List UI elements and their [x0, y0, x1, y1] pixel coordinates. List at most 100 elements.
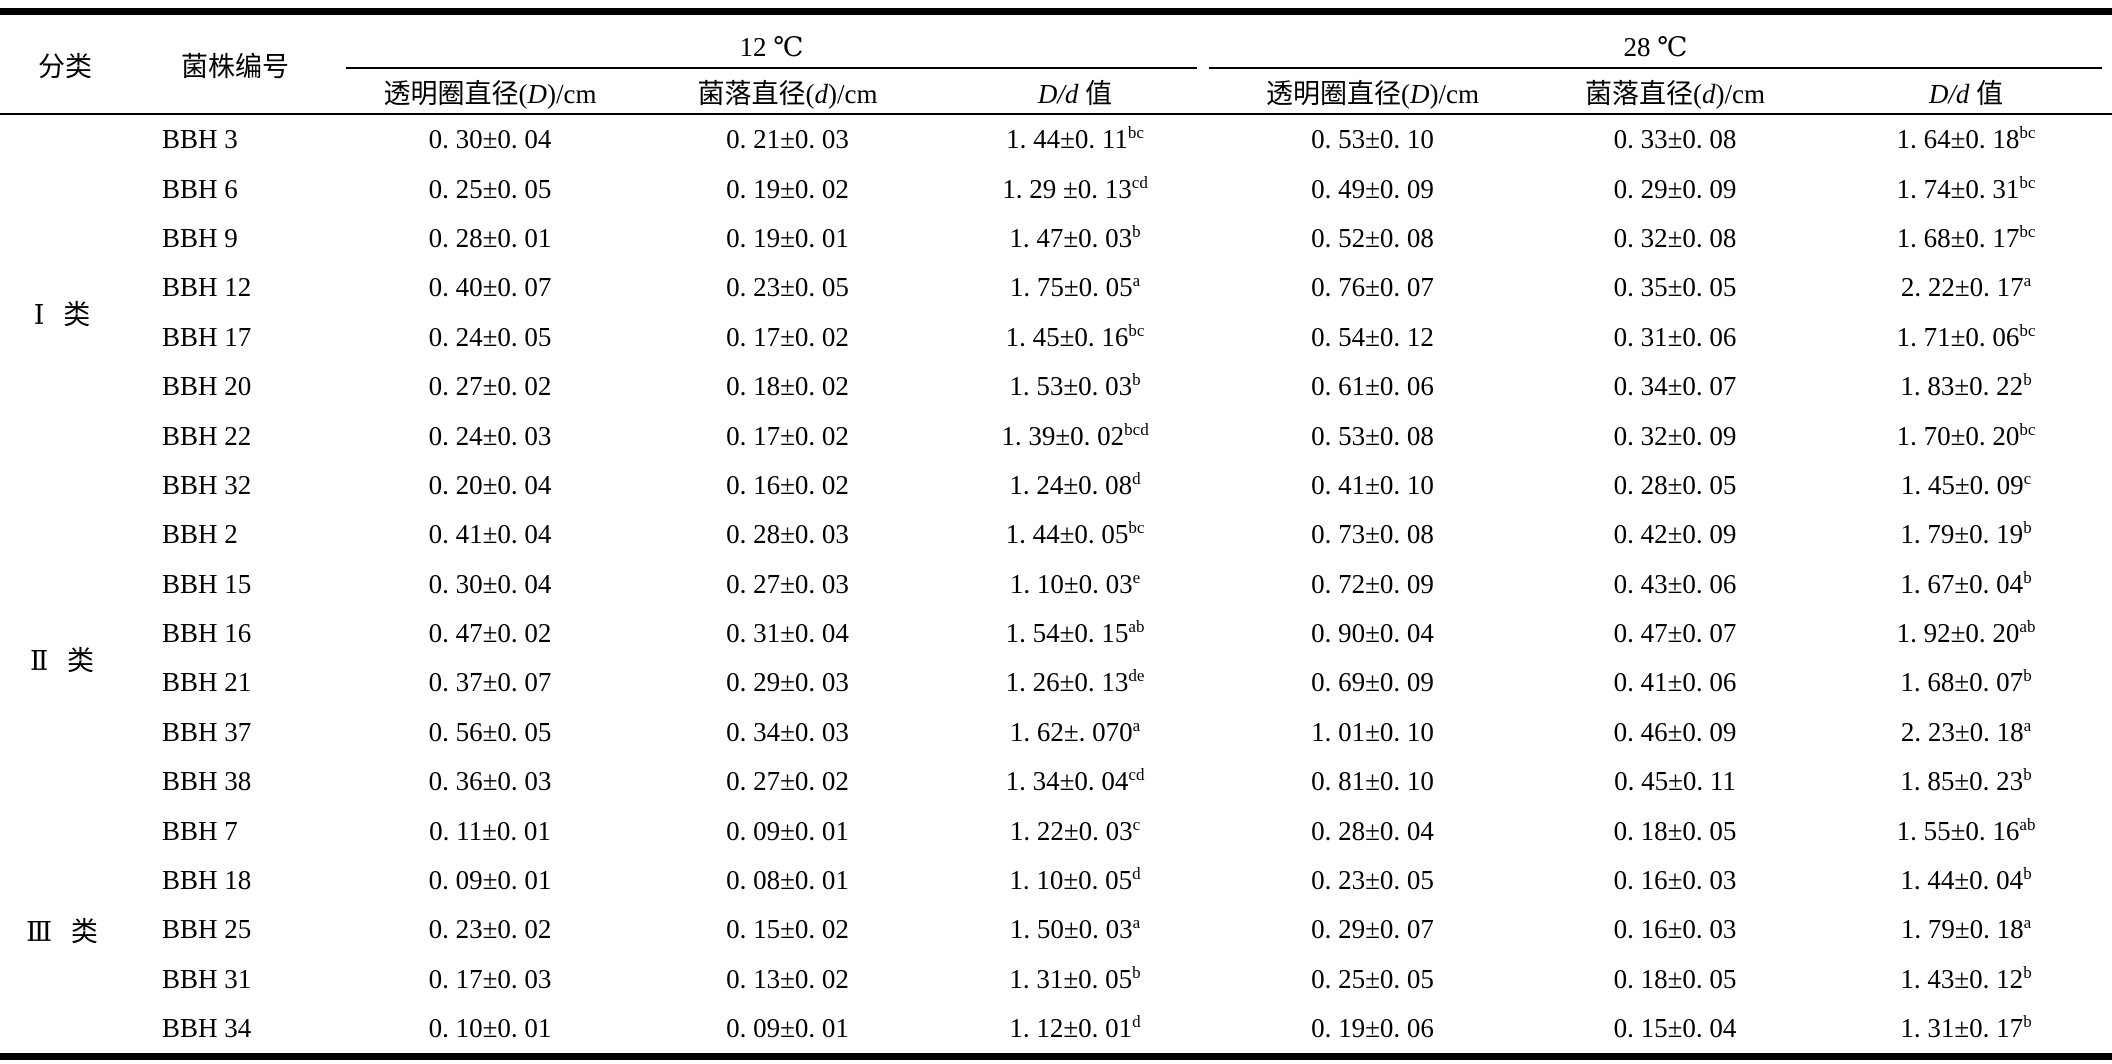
significance-superscript: bc [1127, 123, 1144, 143]
significance-superscript: cd [1128, 765, 1145, 785]
ratio-12c-cell: 1. 26±0. 13de [935, 658, 1215, 707]
colony-28c-cell: 0. 29±0. 09 [1613, 173, 1737, 204]
ratio-value: 1. 10±0. 03 [1009, 568, 1133, 599]
strain-id-cell: BBH 7 [162, 815, 238, 846]
colony-28c-cell: 0. 35±0. 05 [1613, 272, 1737, 303]
ratio-28c-cell: 1. 45±0. 09c [1820, 461, 2112, 510]
ratio-28c-cell: 1. 31±0. 17b [1820, 1004, 2112, 1057]
strain-id-cell: BBH 17 [162, 321, 252, 352]
ratio-value: 1. 54±0. 15 [1005, 618, 1129, 649]
clear-zone-12c-cell: 0. 24±0. 03 [428, 420, 552, 451]
colony-28c-cell: 0. 15±0. 04 [1613, 1013, 1737, 1044]
ratio-12c-cell: 1. 10±0. 05d [935, 856, 1215, 905]
colony-12c-cell: 0. 17±0. 02 [726, 420, 849, 451]
ratio-28c-cell: 1. 85±0. 23b [1820, 757, 2112, 806]
colony-28c-cell: 0. 41±0. 06 [1613, 667, 1737, 698]
colony-12c-cell: 0. 08±0. 01 [726, 865, 849, 896]
clear-zone-28c-cell: 0. 28±0. 04 [1311, 815, 1434, 846]
strain-id-cell: BBH 25 [162, 914, 252, 945]
ratio-value: 2. 23±0. 18 [1900, 716, 2024, 747]
ratio-12c-cell: 1. 22±0. 03c [935, 806, 1215, 855]
significance-superscript: a [1132, 715, 1141, 735]
ratio-28c-cell: 1. 68±0. 17bc [1820, 214, 2112, 263]
ratio-value: 1. 26±0. 13 [1005, 667, 1129, 698]
significance-superscript: c [2023, 468, 2032, 488]
colony-28c-cell: 0. 46±0. 09 [1613, 716, 1737, 747]
colony-12c-cell: 0. 29±0. 03 [726, 667, 849, 698]
header-clear-zone-28: 透明圈直径(D)/cm [1215, 69, 1531, 115]
colony-28c-cell: 0. 43±0. 06 [1613, 568, 1737, 599]
strain-id-cell: BBH 22 [162, 420, 252, 451]
strain-id-cell: BBH 31 [162, 963, 252, 994]
ratio-28c-cell: 1. 70±0. 20bc [1820, 411, 2112, 460]
ratio-12c-cell: 1. 62±. 070a [935, 708, 1215, 757]
colony-28c-cell: 0. 32±0. 09 [1613, 420, 1737, 451]
var-d: d [814, 78, 829, 109]
colony-28c-cell: 0. 28±0. 05 [1613, 469, 1737, 500]
clear-zone-12c-cell: 0. 56±0. 05 [428, 716, 552, 747]
colony-12c-cell: 0. 09±0. 01 [726, 815, 849, 846]
strain-id-cell: BBH 21 [162, 667, 252, 698]
header-strain-id: 菌株编号 [130, 11, 340, 115]
significance-superscript: b [2023, 518, 2032, 538]
colony-28c-cell: 0. 16±0. 03 [1613, 865, 1737, 896]
table-body: Ⅰ 类 BBH 3 0. 30±0. 04 0. 21±0. 03 1. 44±0. 1… [0, 114, 2112, 1057]
clear-zone-28c-cell: 0. 90±0. 04 [1311, 618, 1434, 649]
strain-id-cell: BBH 12 [162, 272, 252, 303]
ratio-value: 1. 31±0. 17 [1900, 1013, 2024, 1044]
colony-12c-cell: 0. 27±0. 02 [726, 766, 849, 797]
significance-superscript: b [1132, 221, 1141, 241]
table-row: BBH 25 0. 23±0. 02 0. 15±0. 02 1. 50±0. 03a… [0, 905, 2112, 954]
colony-28c-cell: 0. 42±0. 09 [1613, 519, 1737, 550]
ratio-value: 1. 75±0. 05 [1009, 272, 1133, 303]
clear-zone-28c-cell: 0. 53±0. 10 [1311, 124, 1434, 155]
clear-zone-28c-cell: 0. 61±0. 06 [1311, 371, 1434, 402]
ratio-value: 1. 44±0. 05 [1005, 519, 1129, 550]
ratio-12c-cell: 1. 50±0. 03a [935, 905, 1215, 954]
ratio-value: 1. 79±0. 18 [1900, 914, 2024, 945]
ratio-12c-cell: 1. 10±0. 03e [935, 560, 1215, 609]
clear-zone-12c-cell: 0. 09±0. 01 [428, 865, 552, 896]
strain-diameter-table: 分类 菌株编号 12 ℃ 28 ℃ 透明圈直径(D)/cm 菌落直径(d)/cm… [0, 8, 2112, 1061]
clear-zone-28c-cell: 0. 81±0. 10 [1311, 766, 1434, 797]
table-row: BBH 20 0. 27±0. 02 0. 18±0. 02 1. 53±0. 03b… [0, 362, 2112, 411]
ratio-value: 1. 43±0. 12 [1900, 963, 2024, 994]
header-ratio-28: D/d 值 [1820, 69, 2112, 115]
clear-zone-28c-cell: 0. 53±0. 08 [1311, 420, 1434, 451]
significance-superscript: a [1132, 913, 1141, 933]
table-row: BBH 34 0. 10±0. 01 0. 09±0. 01 1. 12±0. 01d… [0, 1004, 2112, 1057]
ratio-value: 1. 71±0. 06 [1896, 321, 2020, 352]
strain-id-cell: BBH 37 [162, 716, 252, 747]
colony-28c-cell: 0. 32±0. 08 [1613, 222, 1737, 253]
var-D: D [1410, 78, 1430, 109]
significance-superscript: ab [2019, 814, 2036, 834]
table-row: Ⅱ 类 BBH 2 0. 41±0. 04 0. 28±0. 03 1. 44±0. 0… [0, 510, 2112, 675]
ratio-value: 1. 45±0. 09 [1900, 469, 2024, 500]
table-row: BBH 9 0. 28±0. 01 0. 19±0. 01 1. 47±0. 03b 0… [0, 214, 2112, 263]
colony-28c-cell: 0. 33±0. 08 [1613, 124, 1737, 155]
clear-zone-28c-cell: 0. 73±0. 08 [1311, 519, 1434, 550]
ratio-12c-cell: 1. 54±0. 15ab [935, 609, 1215, 658]
ratio-value: 1. 55±0. 16 [1896, 815, 2020, 846]
ratio-value: 1. 29 ±0. 13 [1002, 173, 1132, 204]
header-colony-12: 菌落直径(d)/cm [640, 69, 935, 115]
significance-superscript: b [1132, 962, 1141, 982]
strain-id-cell: BBH 6 [162, 173, 238, 204]
ratio-12c-cell: 1. 12±0. 01d [935, 1004, 1215, 1057]
var-d: d [1702, 78, 1716, 109]
ratio-12c-cell: 1. 47±0. 03b [935, 214, 1215, 263]
colony-12c-cell: 0. 09±0. 01 [726, 1013, 849, 1044]
header-group-28c: 28 ℃ [1209, 12, 2112, 69]
ratio-value: 1. 53±0. 03 [1009, 371, 1133, 402]
ratio-value: 1. 83±0. 22 [1900, 371, 2024, 402]
ratio-12c-cell: 1. 29 ±0. 13cd [935, 164, 1215, 213]
ratio-28c-cell: 1. 79±0. 18a [1820, 905, 2112, 954]
header-group-12c: 12 ℃ [340, 12, 1215, 69]
clear-zone-28c-cell: 0. 29±0. 07 [1311, 914, 1434, 945]
clear-zone-28c-cell: 0. 41±0. 10 [1311, 469, 1434, 500]
clear-zone-12c-cell: 0. 25±0. 05 [428, 173, 552, 204]
ratio-value: 2. 22±0. 17 [1900, 272, 2024, 303]
significance-superscript: d [1132, 1012, 1141, 1032]
clear-zone-28c-cell: 0. 76±0. 07 [1311, 272, 1434, 303]
ratio-value: 1. 68±0. 17 [1896, 222, 2020, 253]
